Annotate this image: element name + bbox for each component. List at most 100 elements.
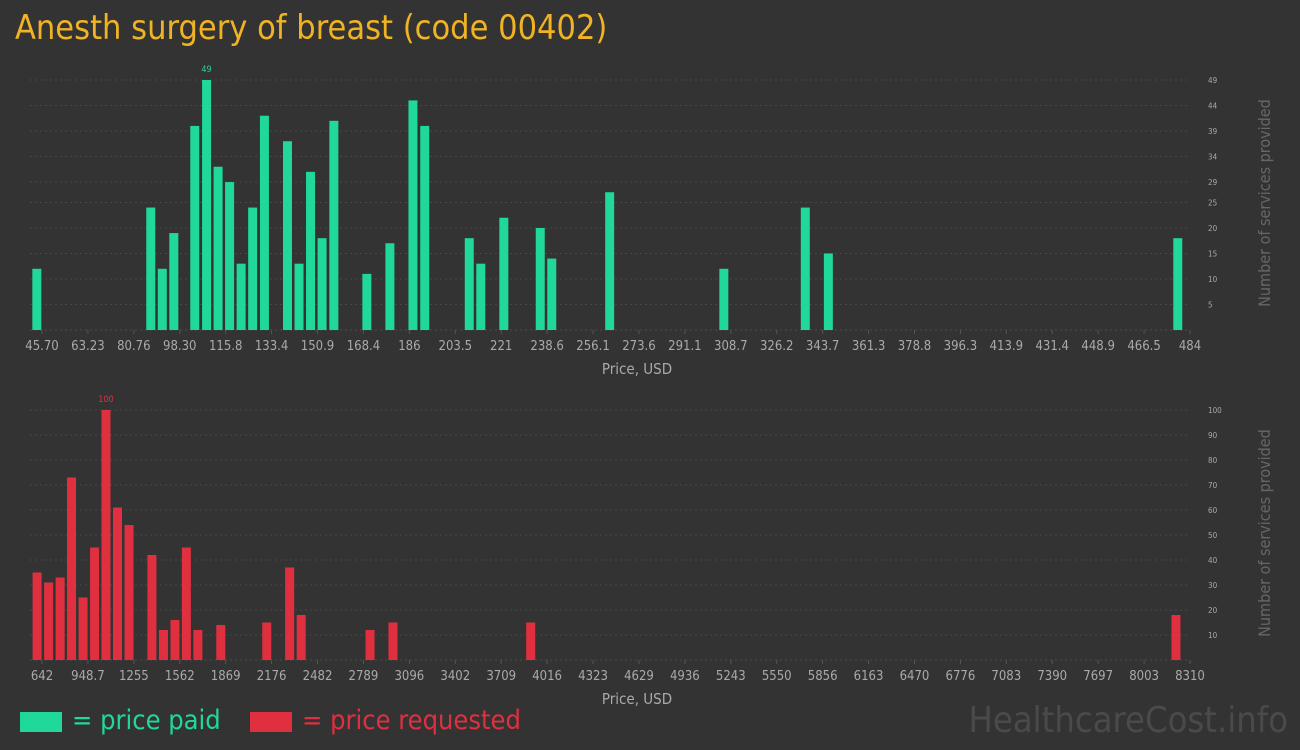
bar — [282, 141, 292, 330]
x-tick-label: 7697 — [1083, 669, 1113, 684]
x-tick-label: 1869 — [211, 669, 241, 684]
x-tick-label: 291.1 — [668, 339, 701, 354]
bar — [464, 238, 474, 330]
x-tick-label: 2482 — [303, 669, 333, 684]
bar — [605, 192, 615, 330]
y-tick-label: 10 — [1208, 275, 1218, 284]
y-tick-label: 10 — [1208, 631, 1218, 640]
bar — [385, 243, 395, 330]
bar — [547, 258, 557, 330]
x-tick-label: 642 — [31, 669, 53, 684]
y-tick-label: 25 — [1208, 198, 1217, 207]
bar — [55, 577, 65, 660]
bar — [420, 125, 430, 330]
bar — [823, 253, 833, 330]
x-tick-label: 7083 — [991, 669, 1021, 684]
bar — [499, 217, 509, 330]
legend-paid: = price paid — [20, 705, 221, 736]
x-tick-label: 3402 — [440, 669, 470, 684]
x-tick-label: 413.9 — [990, 339, 1023, 354]
price-paid-chart: 5 10 15 20 25 29 34 39 44 49 45.70 63.23 80.76 98.30 1… — [25, 65, 1274, 378]
x-tick-label: 6163 — [854, 669, 884, 684]
x-tick-label: 273.6 — [622, 339, 655, 354]
x-tick-label: 484 — [1179, 339, 1201, 354]
bar — [365, 630, 375, 660]
y-axis-label: Number of services provided — [1255, 99, 1274, 307]
bar — [476, 263, 486, 330]
x-tick-label: 1562 — [165, 669, 195, 684]
x-tick-label: 8310 — [1175, 669, 1205, 684]
x-tick-label: 115.8 — [209, 339, 242, 354]
page-title: Anesth surgery of breast (code 00402) — [15, 8, 608, 48]
bar — [1171, 615, 1181, 660]
legend-requested-swatch — [250, 711, 292, 732]
bar — [285, 567, 295, 660]
bar — [44, 582, 54, 660]
bar — [202, 80, 212, 330]
y-tick-label: 20 — [1208, 606, 1218, 615]
x-axis-label: Price, USD — [602, 690, 672, 708]
legend-requested: = price requested — [250, 705, 521, 736]
x-tick-label: 5243 — [716, 669, 746, 684]
x-tick-label: 448.9 — [1081, 339, 1114, 354]
x-tick-label: 203.5 — [439, 339, 472, 354]
bar — [262, 622, 272, 660]
x-tick-label: 186 — [398, 339, 420, 354]
x-tick-label: 1255 — [119, 669, 149, 684]
x-tick-label: 63.23 — [71, 339, 104, 354]
bar — [147, 555, 157, 660]
bar — [181, 547, 191, 660]
bar — [526, 622, 536, 660]
x-tick-label: 6776 — [946, 669, 976, 684]
bar — [190, 125, 200, 330]
bar — [388, 622, 398, 660]
x-tick-label: 948.7 — [71, 669, 104, 684]
x-axis-label: Price, USD — [602, 360, 672, 378]
y-tick-label: 70 — [1208, 481, 1218, 490]
x-tick-label: 4936 — [670, 669, 700, 684]
bar — [112, 507, 122, 660]
bar — [158, 630, 168, 660]
x-tick-label: 8003 — [1129, 669, 1159, 684]
y-tick-label: 49 — [1208, 76, 1218, 85]
bar — [317, 238, 327, 330]
legend-paid-label: = price paid — [72, 705, 221, 736]
bar — [1173, 238, 1183, 330]
y-axis-label: Number of services provided — [1255, 429, 1274, 637]
x-tick-label: 4323 — [578, 669, 608, 684]
x-tick-label: 5550 — [762, 669, 792, 684]
bar — [90, 547, 100, 660]
bar — [78, 597, 88, 660]
x-tick-label: 466.5 — [1127, 339, 1160, 354]
x-tick-label: 343.7 — [806, 339, 839, 354]
y-tick-label: 15 — [1208, 249, 1217, 258]
x-tick-label: 150.9 — [301, 339, 334, 354]
x-tick-label: 431.4 — [1035, 339, 1068, 354]
x-tick-label: 7390 — [1037, 669, 1067, 684]
bar — [800, 207, 810, 330]
x-tick-label: 396.3 — [944, 339, 977, 354]
bar — [169, 233, 179, 330]
y-tick-label: 30 — [1208, 581, 1218, 590]
bar — [193, 630, 203, 660]
x-tick-label: 378.8 — [898, 339, 931, 354]
y-tick-label: 39 — [1208, 127, 1218, 136]
bar — [146, 207, 156, 330]
x-tick-label: 2176 — [257, 669, 287, 684]
y-tick-label: 60 — [1208, 506, 1218, 515]
max-value-label: 100 — [98, 395, 113, 405]
bar — [101, 410, 111, 660]
x-tick-label: 4629 — [624, 669, 654, 684]
y-tick-label: 20 — [1208, 224, 1218, 233]
x-tick-label: 3709 — [486, 669, 516, 684]
legend-requested-label: = price requested — [302, 705, 521, 736]
bar — [236, 263, 246, 330]
bar — [306, 171, 316, 330]
bar — [259, 115, 269, 330]
x-tick-label: 238.6 — [530, 339, 563, 354]
bar — [248, 207, 258, 330]
bar — [294, 263, 304, 330]
y-tick-label: 90 — [1208, 431, 1218, 440]
x-tick-label: 45.70 — [25, 339, 58, 354]
bar — [362, 273, 372, 330]
